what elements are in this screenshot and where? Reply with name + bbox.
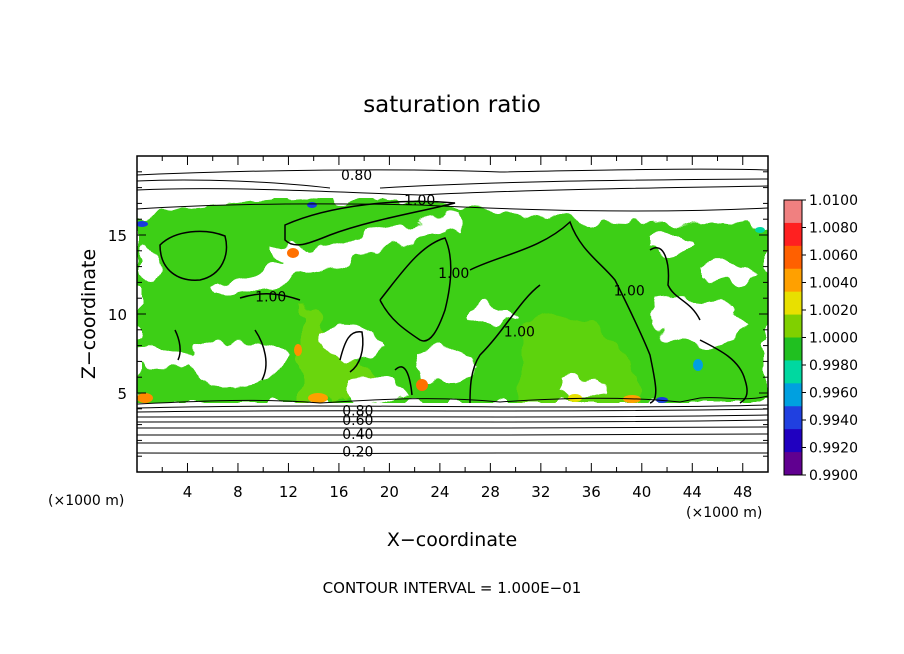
colorbar-swatch bbox=[784, 360, 802, 384]
colorbar-swatch bbox=[784, 406, 802, 430]
x-tick-label: 24 bbox=[430, 483, 449, 501]
x-tick-label: 36 bbox=[582, 483, 601, 501]
x-tick-label: 8 bbox=[233, 483, 243, 501]
contour-label: 0.40 bbox=[342, 427, 373, 443]
colorbar: 1.0100 1.0080 1.0060 1.0040 1.0020 1.0000 0.99… bbox=[783, 193, 858, 484]
colorbar-label: 0.9900 bbox=[809, 468, 858, 484]
colorbar-swatch bbox=[784, 383, 802, 407]
y-axis-unit: (×1000 m) bbox=[48, 493, 124, 509]
colorbar-label: 0.9920 bbox=[809, 441, 858, 457]
x-tick-label: 48 bbox=[733, 483, 752, 501]
contour-labels: 0.801.001.001.001.001.000.800.600.400.20 bbox=[255, 168, 645, 460]
x-tick-label: 28 bbox=[481, 483, 500, 501]
colorbar-label: 0.9960 bbox=[809, 386, 858, 402]
contour-label: 0.20 bbox=[342, 444, 373, 460]
x-tick-label: 16 bbox=[329, 483, 348, 501]
colorbar-swatch bbox=[784, 452, 802, 476]
colorbar-swatch bbox=[784, 268, 802, 293]
x-tick-label: 44 bbox=[683, 483, 702, 501]
colorbar-label: 1.0040 bbox=[809, 276, 858, 292]
colorbar-label: 1.0080 bbox=[809, 221, 858, 237]
contour-label: 1.00 bbox=[255, 290, 286, 306]
contour-label: 0.80 bbox=[341, 168, 372, 184]
colorbar-swatch bbox=[784, 429, 802, 453]
colorbar-label: 1.0060 bbox=[809, 248, 858, 264]
x-tick-label: 4 bbox=[183, 483, 193, 501]
x-tick-label: 20 bbox=[380, 483, 399, 501]
x-tick-label: 12 bbox=[279, 483, 298, 501]
colorbar-swatch bbox=[784, 245, 802, 270]
contour-interval-note: CONTOUR INTERVAL = 1.000E−01 bbox=[323, 579, 582, 597]
contour-label: 0.80 bbox=[342, 403, 373, 419]
contour-label: 1.00 bbox=[614, 283, 645, 299]
field-white-gap bbox=[210, 212, 462, 300]
colorbar-swatch bbox=[784, 222, 802, 247]
contour-label: 1.00 bbox=[438, 266, 469, 282]
y-axis-label: Z−coordinate bbox=[78, 249, 100, 379]
colorbar-swatch bbox=[784, 291, 802, 316]
x-tick-label: 40 bbox=[632, 483, 651, 501]
colorbar-label: 1.0000 bbox=[809, 331, 858, 347]
colorbar-label: 0.9980 bbox=[809, 358, 858, 374]
x-axis-label: X−coordinate bbox=[387, 529, 517, 551]
y-tick-label: 15 bbox=[108, 227, 127, 245]
chart-title: saturation ratio bbox=[363, 92, 541, 118]
colorbar-label: 1.0100 bbox=[809, 193, 858, 209]
y-axis: 5 10 15 bbox=[108, 171, 768, 457]
colorbar-label: 0.9940 bbox=[809, 413, 858, 429]
colorbar-swatch bbox=[784, 200, 802, 224]
x-axis-unit: (×1000 m) bbox=[686, 505, 762, 521]
contour-label: 0.60 bbox=[342, 413, 373, 429]
x-axis: 4 8 12 16 20 24 28 32 36 40 44 48 bbox=[161, 156, 769, 501]
y-tick-label: 5 bbox=[117, 385, 127, 403]
heatmap-field bbox=[137, 168, 768, 454]
contour-label: 1.00 bbox=[504, 324, 535, 340]
colorbar-swatch bbox=[784, 337, 802, 361]
x-tick-label: 32 bbox=[531, 483, 550, 501]
colorbar-label: 1.0020 bbox=[809, 303, 858, 319]
y-tick-label: 10 bbox=[108, 306, 127, 324]
colorbar-swatch bbox=[784, 314, 802, 338]
contour-label: 1.00 bbox=[404, 193, 435, 209]
